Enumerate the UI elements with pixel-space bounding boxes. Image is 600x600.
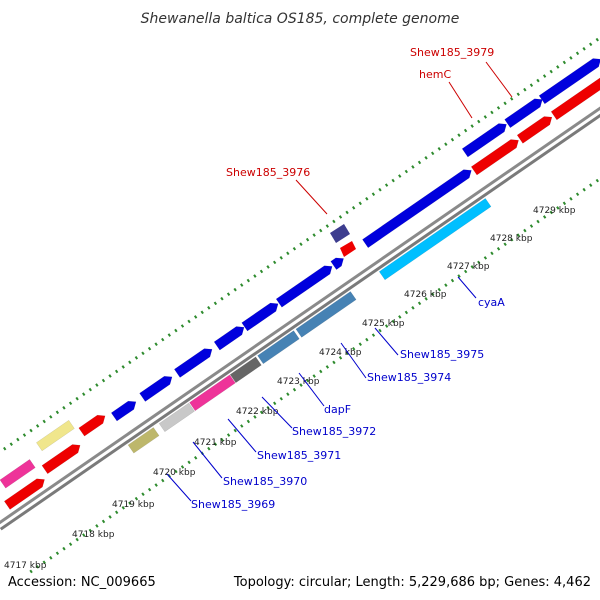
gene-shew185-3976: [330, 224, 350, 243]
tick-label-4725: 4725 kbp: [362, 319, 405, 329]
gene-label-shew185-3976: Shew185_3976: [226, 166, 310, 179]
gene-cyan: [378, 197, 492, 281]
gene-label-dapf: dapF: [324, 403, 351, 416]
gene-features: [0, 58, 600, 510]
gene-shew185-3974: [275, 265, 333, 308]
gene-cyaa: [362, 169, 472, 249]
gene-red-right-2: [516, 116, 553, 144]
gene-label-shew185-3979: Shew185_3979: [410, 46, 494, 59]
tick-label-4729: 4729 kbp: [533, 206, 576, 216]
map-title: Shewanella baltica OS185, complete genom…: [141, 11, 460, 27]
gene-label-hemc: hemC: [419, 68, 451, 81]
leader-shew185-3975: [374, 327, 399, 356]
leader-shew185-3972: [261, 396, 293, 429]
gene-magenta: [189, 374, 236, 412]
tick-label-4717: 4717 kbp: [4, 561, 47, 571]
gene-shew185-3970: [173, 348, 213, 378]
gene-red-right-1: [470, 139, 519, 176]
gene-grey: [158, 402, 195, 433]
gene-darkgrey: [229, 356, 262, 384]
tick-label-4721: 4721 kbp: [194, 438, 237, 448]
tick-label-4722: 4722 kbp: [236, 407, 279, 417]
gene-label-shew185-3971: Shew185_3971: [257, 449, 341, 462]
gene-dapf: [241, 302, 279, 332]
tick-label-4720: 4720 kbp: [153, 468, 196, 478]
tick-label-4719: 4719 kbp: [112, 500, 155, 510]
gene-label-shew185-3970: Shew185_3970: [223, 475, 307, 488]
tick-label-4726: 4726 kbp: [404, 290, 447, 300]
gene-label-cyaa: cyaA: [478, 296, 505, 309]
tick-label-4728: 4728 kbp: [490, 234, 533, 244]
leader-shew185-3976: [295, 179, 328, 215]
gene-shew185-3977: [340, 241, 356, 257]
gene-shew185-3979: [504, 98, 543, 129]
tick-labels: 4717 kbp 4718 kbp 4719 kbp 4720 kbp 4721…: [4, 206, 576, 571]
leader-shew185-3971: [227, 418, 257, 453]
gene-red-left-2: [41, 444, 81, 475]
topology-text: Topology: circular; Length: 5,229,686 bp…: [233, 575, 591, 590]
tick-label-4723: 4723 kbp: [277, 377, 320, 387]
gene-small: [330, 257, 344, 270]
gene-red-left-1: [3, 478, 45, 510]
gene-red-right-3: [550, 77, 600, 121]
gene-label-shew185-3975: Shew185_3975: [400, 348, 484, 361]
tick-row-lower: [29, 176, 600, 574]
leader-shew185-3969: [166, 473, 192, 502]
label-leader-lines: [166, 61, 513, 502]
tick-label-4727: 4727 kbp: [447, 262, 490, 272]
backbone-line: [0, 106, 600, 525]
gene-shew185-3969: [139, 375, 173, 402]
gene-khaki: [36, 419, 75, 452]
gene-hemc: [461, 123, 507, 158]
gene-shew185-3968: [110, 400, 137, 422]
accession-text: Accession: NC_009665: [8, 575, 156, 590]
gene-olive: [127, 427, 160, 454]
gene-magenta-left: [0, 459, 36, 489]
genome-backbone: [0, 106, 600, 531]
tick-label-4718: 4718 kbp: [72, 530, 115, 540]
gene-labels: Shew185_3979 hemC Shew185_3976 cyaA Shew…: [191, 46, 505, 511]
gene-label-shew185-3974: Shew185_3974: [367, 371, 451, 384]
leader-shew185-3970: [192, 441, 223, 479]
gene-blue-right: [538, 58, 600, 105]
gene-red-left-3: [78, 414, 106, 437]
leader-dapf: [298, 372, 325, 407]
leader-cyaa: [457, 276, 477, 299]
gene-shew185-3971: [213, 326, 245, 351]
gene-steel-2: [295, 291, 357, 338]
tick-label-4724: 4724 kbp: [319, 348, 362, 358]
leader-shew185-3974: [340, 342, 367, 379]
leader-hemc: [448, 81, 473, 119]
backbone-line: [0, 113, 600, 531]
gene-label-shew185-3972: Shew185_3972: [292, 425, 376, 438]
leader-shew185-3979: [485, 61, 513, 98]
gene-steel-1: [257, 330, 300, 365]
gene-label-shew185-3969: Shew185_3969: [191, 498, 275, 511]
